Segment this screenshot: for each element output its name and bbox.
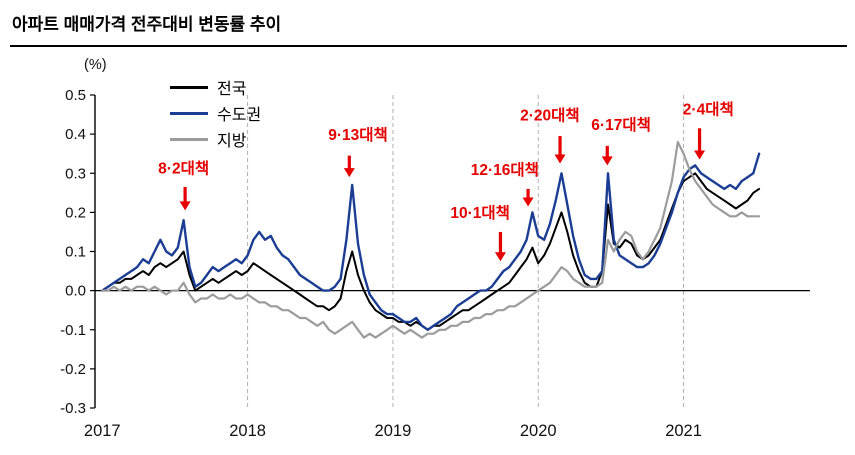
series-line-metro xyxy=(101,152,761,331)
y-tick-label: 0.0 xyxy=(65,283,86,300)
annotation-arrow-head-3 xyxy=(522,197,534,207)
legend-line-nationwide xyxy=(170,85,208,89)
annotation-arrow-head-2 xyxy=(494,252,506,262)
annotation-arrow-head-0 xyxy=(179,201,191,211)
chart-title: 아파트 매매가격 전주대비 변동률 추이 xyxy=(12,15,282,34)
annotation-label-6: 2·4대책 xyxy=(683,101,734,119)
annotation-label-4: 2·20대책 xyxy=(520,106,580,124)
annotation-arrow-head-6 xyxy=(694,150,706,160)
y-tick-label: -0.2 xyxy=(60,361,86,378)
annotation-label-5: 6·17대책 xyxy=(591,116,651,134)
series-line-nationwide xyxy=(101,172,761,331)
series-line-provinces xyxy=(101,140,761,339)
legend-line-provinces xyxy=(170,137,208,141)
legend-item-provinces: 지방 xyxy=(170,128,261,150)
legend-item-nationwide: 전국 xyxy=(170,76,261,98)
chart-legend: 전국 수도권 지방 xyxy=(170,76,261,150)
y-tick-label: 0.3 xyxy=(65,165,86,182)
x-tick-label-2018: 2018 xyxy=(229,422,266,440)
y-tick-label: 0.2 xyxy=(65,204,86,221)
chart-header: 아파트 매매가격 전주대비 변동률 추이 xyxy=(10,6,847,47)
y-tick-label: 0.1 xyxy=(65,244,86,261)
y-tick-label: 0.5 xyxy=(65,87,86,104)
legend-label-provinces: 지방 xyxy=(217,133,247,150)
y-tick-label: -0.3 xyxy=(60,400,86,417)
annotation-arrow-head-4 xyxy=(554,154,566,164)
x-tick-label-2020: 2020 xyxy=(520,422,557,440)
y-tick-label: 0.4 xyxy=(65,126,86,143)
x-tick-label-2021: 2021 xyxy=(665,422,702,440)
annotation-arrow-head-5 xyxy=(601,156,613,166)
annotation-label-1: 9·13대책 xyxy=(328,126,388,144)
y-tick-label: -0.1 xyxy=(60,322,86,339)
x-tick-label-2019: 2019 xyxy=(375,422,412,440)
annotation-label-3: 12·16대책 xyxy=(471,161,539,179)
x-tick-label-2017: 2017 xyxy=(84,422,121,440)
annotation-label-2: 10·1대책 xyxy=(450,204,510,222)
annotation-label-0: 8·2대책 xyxy=(158,159,209,177)
legend-label-nationwide: 전국 xyxy=(217,81,247,98)
legend-item-metro: 수도권 xyxy=(170,102,261,124)
y-axis-unit-label: (%) xyxy=(84,57,107,73)
legend-label-metro: 수도권 xyxy=(217,107,262,124)
annotation-arrow-head-1 xyxy=(343,168,355,178)
legend-line-metro xyxy=(170,111,208,115)
